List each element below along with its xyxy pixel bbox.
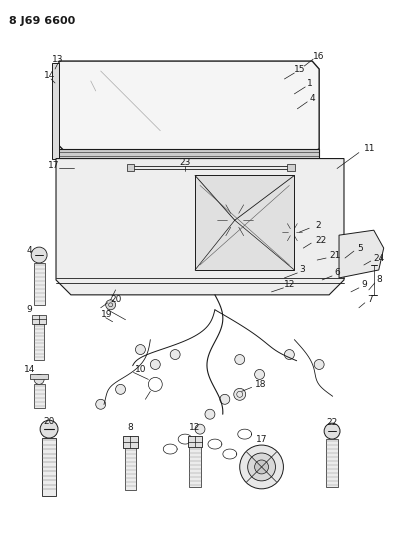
Circle shape xyxy=(116,384,126,394)
Circle shape xyxy=(34,375,44,384)
Circle shape xyxy=(255,460,268,474)
Polygon shape xyxy=(339,230,384,278)
Text: 21: 21 xyxy=(329,251,340,260)
Circle shape xyxy=(52,88,58,93)
Text: 10: 10 xyxy=(136,365,147,374)
Text: 8 J69 6600: 8 J69 6600 xyxy=(9,17,76,26)
Polygon shape xyxy=(326,439,338,487)
Polygon shape xyxy=(188,436,202,447)
Text: 8: 8 xyxy=(377,276,382,285)
Text: 17: 17 xyxy=(48,161,60,170)
Polygon shape xyxy=(126,164,134,171)
Polygon shape xyxy=(59,61,319,156)
Circle shape xyxy=(303,239,321,257)
Text: 22: 22 xyxy=(315,236,326,245)
Polygon shape xyxy=(32,315,46,324)
Polygon shape xyxy=(30,375,48,379)
Circle shape xyxy=(52,118,58,123)
Circle shape xyxy=(136,345,145,354)
Polygon shape xyxy=(122,436,138,448)
Circle shape xyxy=(96,399,106,409)
Polygon shape xyxy=(42,438,56,496)
Circle shape xyxy=(351,249,357,255)
Circle shape xyxy=(220,394,230,404)
Text: 4: 4 xyxy=(309,94,315,103)
Text: 20: 20 xyxy=(43,417,55,426)
Circle shape xyxy=(324,423,340,439)
Circle shape xyxy=(274,214,310,250)
Circle shape xyxy=(248,453,276,481)
Text: 9: 9 xyxy=(361,280,367,289)
Polygon shape xyxy=(189,447,201,487)
Text: 2: 2 xyxy=(315,221,321,230)
Polygon shape xyxy=(195,175,294,270)
Circle shape xyxy=(347,245,361,259)
Circle shape xyxy=(235,354,245,365)
Polygon shape xyxy=(56,158,344,295)
Polygon shape xyxy=(52,63,59,158)
Circle shape xyxy=(170,350,180,360)
Circle shape xyxy=(234,389,246,400)
Circle shape xyxy=(106,300,116,310)
Text: 1: 1 xyxy=(307,79,313,88)
Text: 19: 19 xyxy=(101,310,112,319)
Circle shape xyxy=(203,188,266,252)
Circle shape xyxy=(40,420,58,438)
Text: 15: 15 xyxy=(294,64,306,74)
Text: 3: 3 xyxy=(299,265,305,274)
Text: 4: 4 xyxy=(26,246,32,255)
Circle shape xyxy=(288,228,296,236)
Polygon shape xyxy=(124,448,136,490)
Polygon shape xyxy=(34,324,44,360)
Text: 6: 6 xyxy=(334,269,340,278)
Text: 11: 11 xyxy=(364,144,375,153)
Circle shape xyxy=(205,409,215,419)
Circle shape xyxy=(31,247,47,263)
Circle shape xyxy=(52,133,58,138)
Text: 20: 20 xyxy=(111,295,122,304)
Circle shape xyxy=(227,212,243,228)
Text: 16: 16 xyxy=(313,52,325,61)
Circle shape xyxy=(150,360,160,369)
Polygon shape xyxy=(34,384,44,408)
Text: 13: 13 xyxy=(52,54,64,63)
Text: 18: 18 xyxy=(255,380,266,389)
Polygon shape xyxy=(287,164,295,171)
Text: 8: 8 xyxy=(128,423,133,432)
Circle shape xyxy=(307,243,317,253)
Circle shape xyxy=(314,360,324,369)
Circle shape xyxy=(52,74,58,78)
Text: 22: 22 xyxy=(326,418,338,427)
Circle shape xyxy=(282,222,302,242)
Text: 17: 17 xyxy=(256,434,267,443)
Circle shape xyxy=(52,103,58,108)
Text: 9: 9 xyxy=(26,305,32,314)
Circle shape xyxy=(52,146,58,151)
Circle shape xyxy=(240,445,284,489)
Circle shape xyxy=(195,424,205,434)
Polygon shape xyxy=(56,149,319,158)
Text: 5: 5 xyxy=(357,244,363,253)
Text: 24: 24 xyxy=(374,254,385,263)
Circle shape xyxy=(217,203,253,238)
Text: 14: 14 xyxy=(24,365,35,374)
Text: 12: 12 xyxy=(189,423,201,432)
Polygon shape xyxy=(34,263,44,305)
Circle shape xyxy=(364,255,374,265)
Text: 14: 14 xyxy=(44,71,56,80)
Circle shape xyxy=(284,350,294,360)
Text: 23: 23 xyxy=(180,158,191,167)
Circle shape xyxy=(255,369,264,379)
Text: 7: 7 xyxy=(367,295,372,304)
Text: 12: 12 xyxy=(284,280,296,289)
